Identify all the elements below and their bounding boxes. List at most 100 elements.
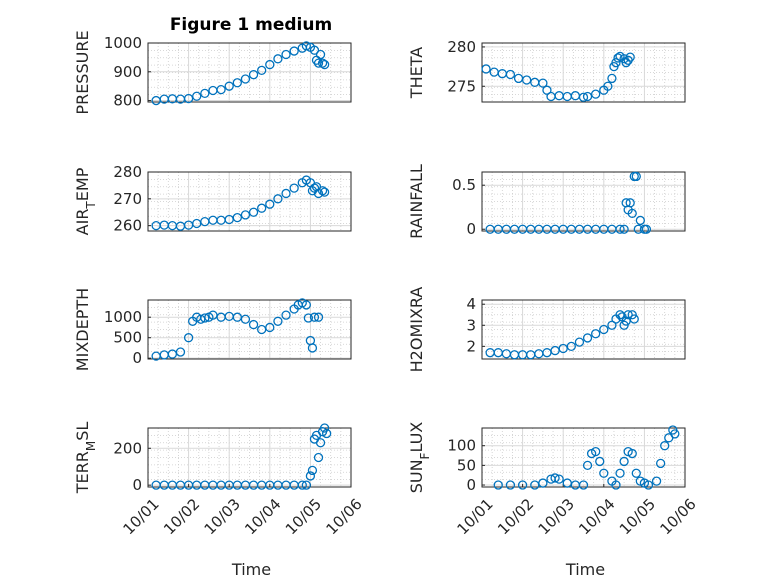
data-point xyxy=(591,89,601,99)
data-point xyxy=(641,224,652,234)
axes-box xyxy=(147,171,352,232)
data-point xyxy=(307,465,318,476)
data-point xyxy=(240,210,251,220)
data-point xyxy=(631,171,641,182)
data-point xyxy=(232,78,242,88)
data-point xyxy=(313,58,324,68)
data-point xyxy=(240,74,251,84)
data-point xyxy=(248,319,259,330)
data-point xyxy=(611,480,621,490)
data-point xyxy=(627,208,637,219)
y-axis-label: SUNFLUX xyxy=(407,422,432,494)
y-axis-label: TERRMSL xyxy=(73,422,98,495)
subplot-2: 275 280 THETA xyxy=(407,38,686,103)
data-point xyxy=(175,347,186,357)
y-tick-label: 260 xyxy=(113,217,142,235)
data-point xyxy=(301,480,311,490)
data-point xyxy=(289,183,299,193)
data-point xyxy=(317,186,328,196)
data-point xyxy=(635,215,645,226)
data-point xyxy=(224,81,234,91)
y-axis-label: PRESSURE xyxy=(73,30,92,114)
data-point xyxy=(309,45,320,55)
data-point xyxy=(183,93,194,104)
y-tick-label: 200 xyxy=(113,439,142,457)
y-tick-label: 0 xyxy=(132,476,142,494)
data-point xyxy=(623,310,633,320)
data-point xyxy=(538,78,548,88)
data-point xyxy=(613,53,623,63)
data-point xyxy=(607,73,617,84)
data-point xyxy=(315,49,326,60)
data-point xyxy=(619,320,629,330)
y-tick-label: 3 xyxy=(466,316,476,334)
data-point xyxy=(281,49,291,60)
x-axis-label: Time xyxy=(565,560,605,579)
data-point xyxy=(599,468,609,478)
axes-box xyxy=(147,299,352,360)
y-tick-label: 270 xyxy=(113,190,142,208)
data-point xyxy=(517,480,528,490)
data-point xyxy=(619,224,629,234)
data-point xyxy=(309,312,320,322)
data-point xyxy=(625,52,635,62)
data-point xyxy=(248,70,259,80)
data-point xyxy=(538,478,548,488)
data-point xyxy=(615,468,625,478)
y-tick-label: 280 xyxy=(113,163,142,181)
subplot-1: 800 900 1000 PRESSURE xyxy=(73,30,352,115)
axes-box xyxy=(147,42,352,103)
data-point xyxy=(566,341,576,352)
data-point xyxy=(257,65,267,75)
y-axis-label: RAINFALL xyxy=(407,164,426,239)
data-point xyxy=(313,312,324,322)
data-point xyxy=(627,448,637,459)
data-point xyxy=(670,429,680,439)
data-point xyxy=(627,310,637,320)
data-point xyxy=(319,59,330,70)
figure-title: Figure 1 medium xyxy=(170,15,332,35)
data-point xyxy=(317,58,328,68)
y-tick-label: 50 xyxy=(457,456,476,474)
data-point xyxy=(289,46,299,56)
data-point xyxy=(629,314,639,324)
y-tick-label: 275 xyxy=(447,77,476,95)
subplot-6: 2 3 4 H2OMIXRA xyxy=(407,287,686,372)
y-tick-label: 2 xyxy=(466,337,476,355)
subplot-3: 260 270 280 AIRTEMP xyxy=(73,163,352,235)
data-point xyxy=(297,480,307,490)
data-point xyxy=(183,333,194,343)
data-point xyxy=(582,91,593,102)
data-point xyxy=(655,458,666,469)
data-point xyxy=(200,313,210,323)
axes-box xyxy=(481,299,686,360)
data-point xyxy=(599,324,609,335)
data-point xyxy=(265,199,275,209)
subplot-4: 0 0.5 RAINFALL xyxy=(407,164,686,239)
y-tick-label: 1000 xyxy=(104,34,142,52)
data-point xyxy=(192,91,202,101)
y-axis-label: MIXDEPTH xyxy=(73,288,92,371)
data-point xyxy=(619,456,629,467)
y-tick-label: 280 xyxy=(447,38,476,56)
data-point xyxy=(281,310,291,320)
y-tick-label: 500 xyxy=(113,329,142,347)
x-axis-label: Time xyxy=(231,560,271,579)
data-point xyxy=(582,333,593,343)
data-point xyxy=(307,343,318,353)
data-point xyxy=(607,320,617,330)
data-point xyxy=(554,474,564,484)
data-point xyxy=(216,84,226,95)
data-point xyxy=(660,441,670,451)
y-tick-label: 1000 xyxy=(104,308,142,326)
data-point xyxy=(301,41,311,51)
data-point xyxy=(505,69,516,80)
y-axis-label: THETA xyxy=(407,47,426,99)
data-point xyxy=(493,480,503,490)
data-point xyxy=(550,473,560,483)
y-tick-label: 900 xyxy=(113,63,142,81)
subplot-5: 0 500 1000 MIXDEPTH xyxy=(73,288,352,371)
data-point xyxy=(595,456,605,467)
data-point xyxy=(200,88,210,99)
